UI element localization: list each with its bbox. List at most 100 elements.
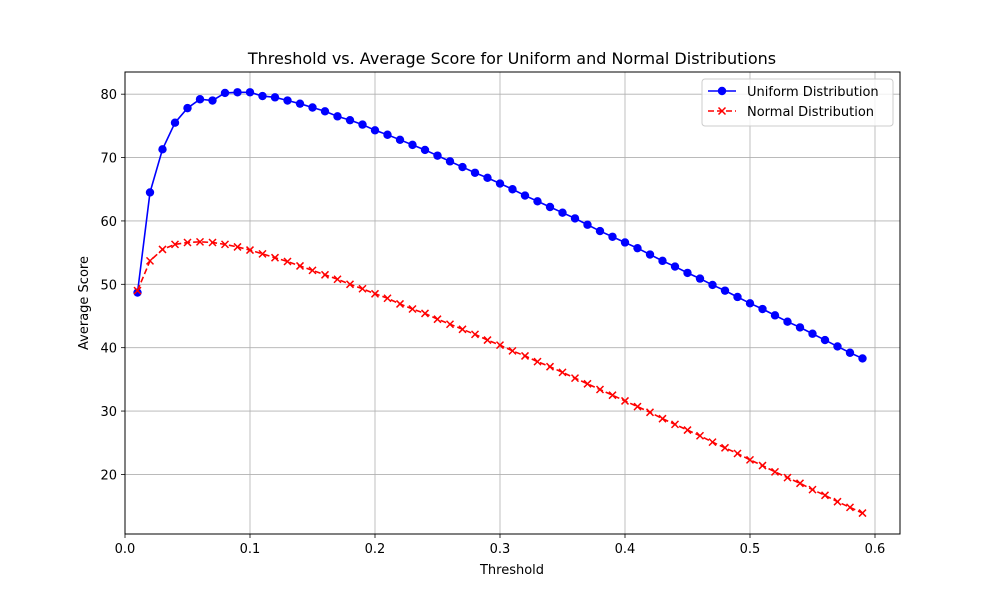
normal-distribution-point	[758, 461, 767, 470]
normal-distribution-point	[745, 455, 755, 464]
uniform-distribution-point	[245, 88, 255, 97]
x-tick-label: 0.5	[740, 542, 761, 557]
normal-distribution-point	[370, 289, 380, 298]
normal-distribution-point	[670, 420, 680, 429]
chart-title: Threshold vs. Average Score for Uniform …	[247, 49, 776, 68]
uniform-distribution-point	[170, 118, 180, 127]
normal-distribution-point	[445, 320, 455, 329]
uniform-distribution-point	[595, 226, 605, 236]
uniform-distribution-point	[720, 286, 730, 295]
uniform-distribution-point	[770, 311, 780, 320]
uniform-distribution-point	[645, 250, 655, 259]
uniform-distribution-series	[133, 88, 867, 363]
legend-box	[701, 78, 894, 127]
x-tick-label: 0.2	[365, 542, 386, 557]
normal-distribution-point	[270, 253, 280, 262]
normal-distribution-point	[483, 336, 492, 345]
uniform-distribution-point	[820, 335, 830, 345]
normal-distribution-point	[395, 299, 405, 308]
normal-distribution-point	[845, 503, 855, 512]
uniform-distribution-point	[583, 220, 592, 229]
normal-distribution-point	[283, 257, 292, 266]
normal-distribution-point	[833, 497, 842, 506]
normal-distribution-point	[583, 379, 592, 388]
normal-distribution-point	[145, 256, 155, 265]
uniform-distribution-point	[520, 191, 530, 200]
normal-distribution-point	[770, 467, 780, 476]
normal-distribution-point	[195, 237, 205, 246]
uniform-distribution-point	[683, 268, 692, 278]
y-tick-label: 40	[100, 342, 117, 357]
uniform-distribution-point	[620, 238, 630, 247]
normal-distribution-point	[458, 325, 467, 334]
normal-distribution-point	[408, 304, 417, 314]
uniform-distribution-point	[808, 329, 817, 338]
normal-distribution-point	[345, 280, 355, 289]
y-axis-title: Average Score	[77, 256, 92, 350]
uniform-distribution-point	[220, 88, 230, 98]
uniform-distribution-point	[733, 292, 742, 302]
uniform-distribution-point	[145, 188, 155, 197]
uniform-distribution-point	[658, 256, 667, 266]
uniform-distribution-point	[495, 179, 505, 188]
normal-distribution-point	[558, 368, 567, 377]
uniform-distribution-point	[458, 162, 467, 172]
x-axis-title: Threshold	[479, 563, 544, 578]
legend-item-uniform-distribution: Uniform Distribution	[708, 85, 879, 100]
y-axis-ticks: 20 30 40 50 60 70 80	[100, 88, 125, 483]
normal-distribution-point	[608, 391, 617, 400]
normal-distribution-point	[708, 438, 717, 447]
uniform-distribution-point	[270, 93, 280, 102]
legend-uniform-distribution-point	[717, 86, 727, 96]
normal-distribution-point	[170, 240, 180, 249]
uniform-distribution-point	[470, 168, 480, 177]
normal-distribution-point	[620, 396, 630, 405]
uniform-distribution-point	[483, 173, 492, 183]
uniform-distribution-point	[833, 342, 842, 351]
uniform-distribution-point	[670, 262, 680, 271]
y-tick-label: 80	[100, 88, 117, 103]
normal-distribution-point	[433, 315, 442, 324]
normal-distribution-point	[858, 509, 867, 518]
x-tick-label: 0.0	[115, 542, 136, 557]
uniform-distribution-point	[233, 88, 242, 97]
uniform-distribution-point	[445, 157, 455, 166]
normal-distribution-point	[358, 284, 367, 293]
uniform-distribution-point	[708, 280, 717, 290]
uniform-distribution-point	[370, 126, 380, 135]
legend: Uniform Distribution Normal Distribution	[701, 78, 894, 127]
x-tick-label: 0.1	[240, 542, 261, 557]
normal-distribution-point	[733, 449, 742, 458]
uniform-distribution-point	[358, 120, 367, 129]
normal-distribution-point	[783, 473, 792, 482]
normal-distribution-point	[495, 341, 505, 350]
grid-lines	[124, 72, 900, 534]
normal-distribution-point	[420, 309, 430, 318]
normal-distribution-point	[633, 402, 642, 411]
uniform-distribution-point	[608, 232, 617, 241]
normal-distribution-series	[133, 237, 867, 518]
x-tick-label: 0.4	[615, 542, 636, 557]
uniform-distribution-point	[745, 299, 755, 308]
normal-distribution-point	[158, 245, 167, 254]
normal-distribution-point	[245, 246, 255, 255]
uniform-distribution-point	[333, 112, 342, 121]
normal-distribution-point	[533, 357, 542, 366]
normal-distribution-point	[720, 443, 730, 452]
normal-distribution-point	[233, 242, 242, 251]
uniform-distribution-point	[320, 107, 330, 116]
uniform-distribution-point	[570, 214, 580, 223]
uniform-distribution-point	[383, 130, 392, 139]
uniform-distribution-point	[783, 317, 792, 326]
normal-distribution-point	[545, 362, 555, 371]
uniform-distribution-point	[158, 145, 167, 154]
normal-distribution-point	[470, 330, 480, 339]
y-tick-label: 60	[100, 215, 117, 230]
uniform-distribution-point	[345, 115, 355, 125]
normal-distribution-point	[220, 240, 230, 249]
uniform-distribution-point	[395, 135, 405, 145]
series-group	[133, 88, 867, 518]
normal-distribution-point	[295, 261, 305, 270]
uniform-distribution-point	[695, 274, 705, 283]
